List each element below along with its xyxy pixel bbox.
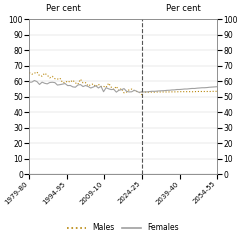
Text: Per cent: Per cent <box>166 4 201 13</box>
Legend: Males, Females: Males, Females <box>64 220 182 235</box>
Text: Per cent: Per cent <box>46 4 80 13</box>
